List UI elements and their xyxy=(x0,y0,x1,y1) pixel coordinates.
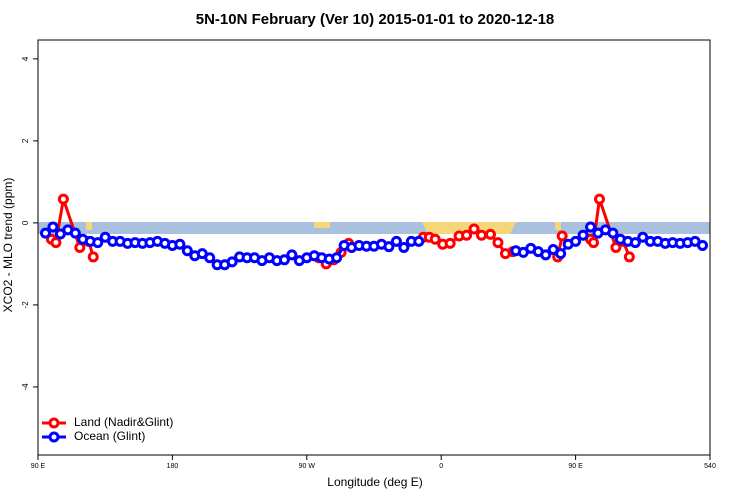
x-tick-label: 0 xyxy=(439,463,443,470)
x-tick-label: 90 W xyxy=(299,463,316,470)
y-tick-label: -4 xyxy=(21,383,30,391)
point-marker xyxy=(174,238,186,250)
point-marker xyxy=(181,245,193,257)
point-marker xyxy=(286,249,298,261)
point-marker xyxy=(383,241,395,253)
legend-marker xyxy=(48,431,60,443)
x-tick-label: 180 xyxy=(167,463,179,470)
point-marker xyxy=(413,235,425,247)
point-marker xyxy=(278,254,290,266)
ocean-strip xyxy=(38,222,710,234)
x-axis-label: Longitude (deg E) xyxy=(327,475,422,489)
point-marker xyxy=(492,237,504,249)
y-tick-label: 2 xyxy=(21,138,30,143)
point-marker xyxy=(610,242,622,253)
point-marker xyxy=(69,227,81,239)
point-marker xyxy=(204,252,216,264)
point-marker xyxy=(331,252,343,264)
point-marker xyxy=(593,193,605,205)
x-tick-label: 540 xyxy=(704,463,716,470)
point-marker xyxy=(87,251,99,263)
point-marker xyxy=(570,235,582,247)
point-marker xyxy=(577,229,589,241)
land-patch xyxy=(555,222,561,230)
plot-frame xyxy=(37,39,711,456)
point-marker xyxy=(226,256,238,268)
y-tick-label: 4 xyxy=(21,56,30,61)
point-marker xyxy=(390,235,402,247)
point-marker xyxy=(398,242,410,253)
point-marker xyxy=(468,223,480,235)
legend-label: Ocean (Glint) xyxy=(74,429,145,443)
point-marker xyxy=(92,237,104,249)
point-marker xyxy=(429,233,441,245)
legend-label: Land (Nadir&Glint) xyxy=(74,415,173,429)
point-marker xyxy=(555,248,567,260)
point-marker xyxy=(484,228,496,240)
point-marker xyxy=(556,230,568,242)
point-marker xyxy=(47,221,59,233)
land-patch xyxy=(314,222,330,228)
point-marker xyxy=(57,193,69,205)
point-marker xyxy=(623,251,635,263)
point-marker xyxy=(39,227,51,239)
point-marker xyxy=(50,237,62,249)
point-marker xyxy=(476,229,488,241)
legend-marker xyxy=(48,417,60,429)
land-patch xyxy=(86,222,92,230)
y-tick-label: -2 xyxy=(21,301,30,309)
point-marker xyxy=(461,229,473,241)
point-marker xyxy=(607,227,619,239)
point-marker xyxy=(540,249,552,261)
y-axis-label: XCO2 - MLO trend (ppm) xyxy=(1,178,15,313)
point-marker xyxy=(588,237,600,249)
point-marker xyxy=(629,237,641,249)
chart-title: 5N-10N February (Ver 10) 2015-01-01 to 2… xyxy=(196,11,555,28)
y-tick-label: 0 xyxy=(21,220,30,225)
x-tick-label: 90 E xyxy=(568,463,583,470)
point-marker xyxy=(697,239,709,251)
point-marker xyxy=(444,237,456,249)
point-marker xyxy=(585,221,597,233)
x-tick-label: 90 E xyxy=(31,463,46,470)
